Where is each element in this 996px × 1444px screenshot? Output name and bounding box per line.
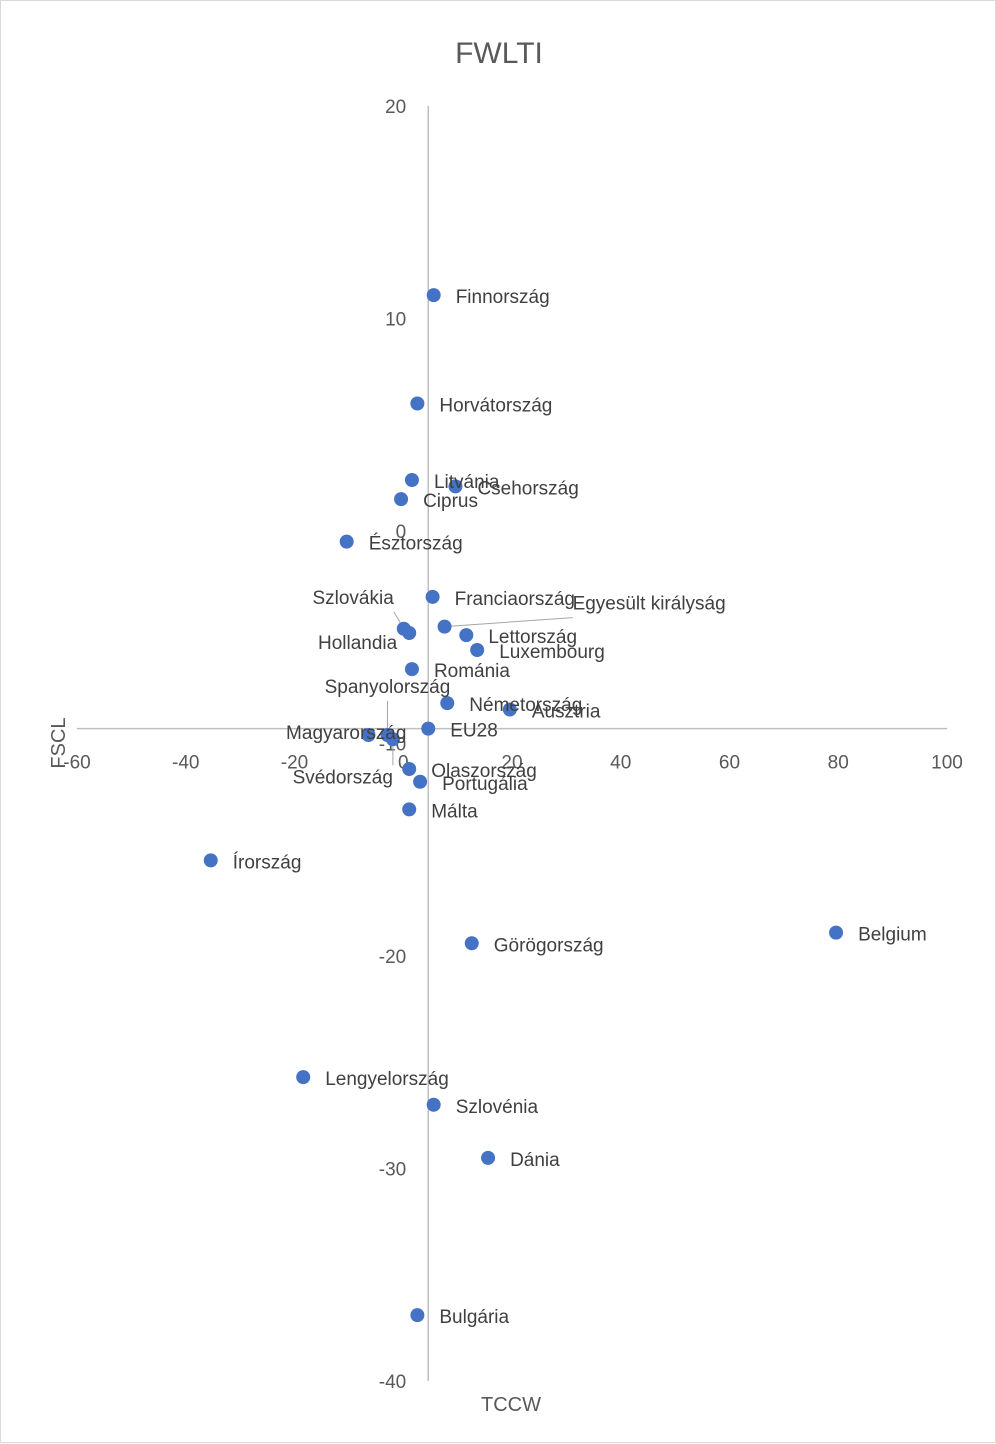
- x-tick-label: -20: [281, 753, 308, 774]
- x-tick-label: 60: [719, 753, 740, 774]
- data-label: Lengyelország: [325, 1069, 449, 1090]
- data-label: Portugália: [442, 774, 528, 795]
- data-point: [394, 492, 409, 507]
- data-label: Bulgária: [439, 1307, 509, 1328]
- leader-line: [444, 617, 573, 628]
- y-tick-label: -20: [379, 947, 406, 968]
- data-point: [829, 925, 844, 940]
- data-label: Svédország: [293, 767, 393, 788]
- data-point: [402, 626, 417, 640]
- x-tick-label: 40: [610, 753, 631, 774]
- data-label: Franciaország: [455, 589, 575, 610]
- x-tick-label: 20: [501, 753, 522, 774]
- axes: [77, 106, 947, 1381]
- data-label: Görögország: [494, 935, 604, 956]
- data-label: Lettország: [488, 627, 577, 648]
- data-point: [402, 762, 417, 776]
- data-labels: Finnország Horvátország LitvániaCsehország…: [233, 287, 927, 1328]
- data-label: Románia: [434, 661, 510, 682]
- data-label: Németország: [469, 695, 582, 716]
- data-point: [404, 473, 419, 487]
- data-point: [440, 696, 455, 711]
- x-tick-label: 0: [398, 753, 409, 774]
- data-point: [361, 728, 376, 742]
- data-point: [410, 396, 425, 411]
- x-tick-label: 100: [931, 753, 963, 774]
- data-label: Ausztria: [532, 702, 601, 723]
- data-point: [410, 1308, 425, 1323]
- data-label: Dánia: [510, 1150, 560, 1171]
- data-label: Luxembourg: [499, 642, 605, 663]
- data-label: Horvátország: [439, 396, 552, 417]
- data-point: [426, 288, 441, 303]
- data-point: [421, 721, 436, 736]
- data-point: [404, 662, 419, 677]
- data-label: Olaszország: [431, 761, 537, 782]
- data-point: [464, 936, 479, 951]
- data-point: [413, 774, 428, 789]
- x-tick-label: 80: [828, 753, 849, 774]
- y-tick-label: 10: [385, 310, 406, 331]
- data-point: [437, 619, 452, 634]
- data-point: [425, 589, 440, 604]
- data-label: Spanyolország: [325, 677, 451, 698]
- x-tick-label: -40: [172, 753, 199, 774]
- data-label: Csehország: [477, 478, 578, 499]
- data-point: [203, 853, 218, 868]
- data-point: [402, 802, 417, 817]
- data-label: Észtország: [369, 534, 463, 555]
- x-tick-label: -60: [63, 753, 90, 774]
- y-axis-title: TCCW: [481, 1394, 541, 1416]
- data-label: Málta: [431, 801, 478, 822]
- data-label: Belgium: [858, 925, 927, 946]
- data-point: [448, 479, 463, 494]
- data-label: Egyesült királyság: [573, 594, 726, 615]
- data-point: [470, 643, 485, 657]
- chart-title: FWLTI: [455, 37, 543, 70]
- data-label: Magyarország: [286, 723, 406, 744]
- data-label: Ciprus: [423, 491, 478, 512]
- data-label: Írország: [233, 852, 302, 873]
- x-tick-labels: -60 -40 -20 0 20 40 60 80 100: [63, 753, 963, 774]
- data-points: [203, 288, 844, 1323]
- data-point: [426, 1097, 441, 1112]
- data-point: [459, 628, 474, 643]
- data-label: Litvánia: [434, 472, 500, 493]
- data-point: [502, 702, 517, 717]
- x-axis-title: FSCL: [48, 717, 70, 768]
- data-label: Finnország: [456, 287, 550, 308]
- data-label: Szlovákia: [312, 588, 394, 609]
- data-point: [339, 534, 354, 549]
- data-label: Szlovénia: [456, 1097, 539, 1118]
- data-label: Hollandia: [318, 633, 398, 654]
- data-label: EU28: [450, 721, 498, 742]
- y-tick-label: 0: [396, 522, 407, 543]
- y-tick-label: 20: [385, 97, 406, 118]
- y-tick-label: -40: [379, 1372, 406, 1393]
- data-point: [385, 732, 400, 747]
- y-tick-label: -30: [379, 1160, 406, 1181]
- data-point: [481, 1150, 496, 1165]
- data-point: [296, 1070, 311, 1085]
